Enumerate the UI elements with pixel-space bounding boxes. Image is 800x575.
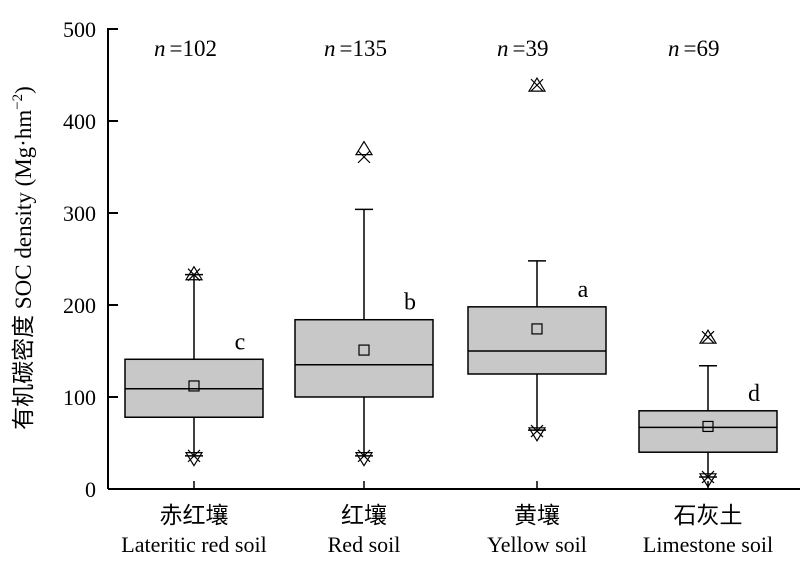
sample-size-label: n =39: [497, 36, 548, 61]
category-label-zh: 赤红壤: [160, 503, 229, 528]
category-label-en: Yellow soil: [487, 532, 587, 557]
category-label-zh: 石灰土: [674, 503, 743, 528]
y-axis-label-superscript: −2: [10, 94, 26, 110]
max-triangle-marker: [698, 329, 718, 344]
mean-marker: [702, 420, 714, 433]
category-label-zh: 黄壤: [514, 503, 560, 528]
boxes: c b a d: [124, 76, 778, 488]
sample-size-value: =135: [340, 36, 387, 61]
category-label-en: Red soil: [328, 532, 401, 557]
outlier-x-marker: [530, 78, 544, 92]
sample-size-symbol: n: [324, 36, 336, 61]
box-group: c: [124, 265, 264, 467]
y-axis-label-close: ): [11, 86, 36, 94]
sample-size-symbol: n: [154, 36, 166, 61]
box-group: b: [294, 140, 434, 467]
sample-size-label: n =69: [668, 36, 719, 61]
significance-letter: a: [578, 277, 589, 303]
outlier-x-marker: [530, 424, 544, 438]
sample-size-value: =69: [684, 36, 720, 61]
max-triangle-marker: [527, 76, 547, 92]
mean-marker: [188, 380, 200, 392]
max-triangle-marker: [184, 265, 204, 281]
y-axis-label-main: 有机碳密度 SOC density (Mg·hm: [11, 110, 36, 430]
significance-letter: c: [235, 329, 246, 355]
outlier-x-marker: [357, 449, 371, 463]
category-label-en: Lateritic red soil: [121, 532, 266, 557]
sample-size-symbol: n: [668, 36, 680, 61]
outlier-x-marker: [701, 470, 715, 484]
outlier-x-marker: [187, 268, 201, 282]
significance-letter: d: [748, 381, 760, 407]
iqr-box: [294, 318, 434, 398]
outlier-x-marker: [701, 330, 715, 344]
mean-marker: [358, 344, 370, 356]
sample-size-symbol: n: [497, 36, 509, 61]
axes: [107, 28, 800, 490]
y-ticks: 0 100 200 300 400 500: [63, 17, 118, 502]
y-axis-label: 有机碳密度 SOC density (Mg·hm−2): [10, 86, 36, 430]
y-tick-label: 200: [63, 293, 96, 318]
box-group: d: [638, 329, 778, 488]
y-tick-label: 0: [85, 477, 96, 502]
max-triangle-marker: [354, 140, 374, 156]
y-tick-label: 400: [63, 109, 96, 134]
iqr-box: [467, 306, 607, 375]
y-tick-label: 500: [63, 17, 96, 42]
y-tick-label: 100: [63, 385, 96, 410]
category-label-en: Limestone soil: [643, 532, 773, 557]
outlier-x-marker: [187, 449, 201, 463]
y-tick-label: 300: [63, 201, 96, 226]
sample-size-label: n =102: [154, 36, 217, 61]
significance-letter: b: [404, 290, 416, 316]
category-label-zh: 红壤: [341, 503, 387, 528]
sample-size-label: n =135: [324, 36, 387, 61]
box-group: a: [467, 76, 607, 442]
outlier-x-marker: [357, 150, 371, 164]
sample-size-value: =39: [513, 36, 549, 61]
mean-marker: [531, 323, 543, 335]
sample-size-value: =102: [170, 36, 217, 61]
